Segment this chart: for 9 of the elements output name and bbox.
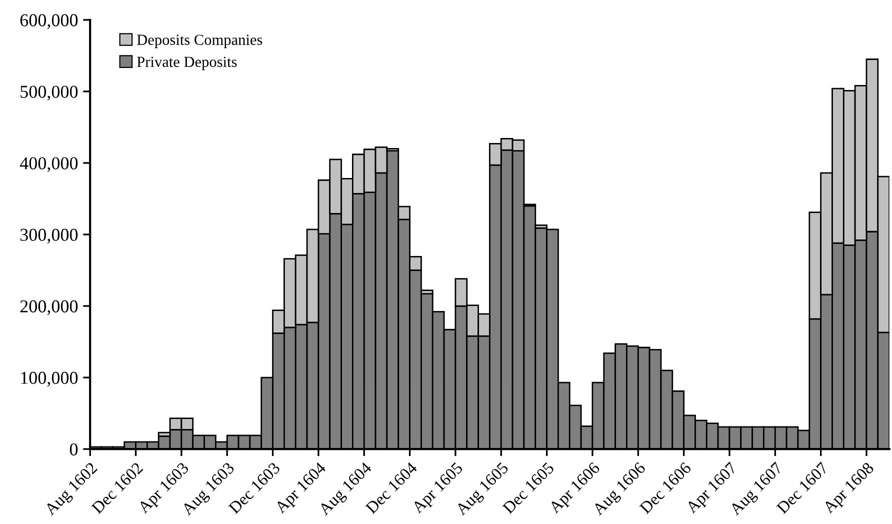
y-tick-label: 200,000 bbox=[20, 300, 78, 316]
y-tick-label: 600,000 bbox=[20, 14, 78, 29]
y-tick-label: 400,000 bbox=[20, 157, 78, 172]
y-tick-label: 0 bbox=[70, 443, 78, 456]
legend-label: Private Deposits bbox=[137, 56, 237, 70]
y-tick-label: 100,000 bbox=[21, 372, 78, 387]
legend-label: Deposits Companies bbox=[137, 34, 262, 48]
y-tick-label: 300,000 bbox=[20, 228, 78, 244]
y-tick-label: 500,000 bbox=[20, 86, 78, 100]
